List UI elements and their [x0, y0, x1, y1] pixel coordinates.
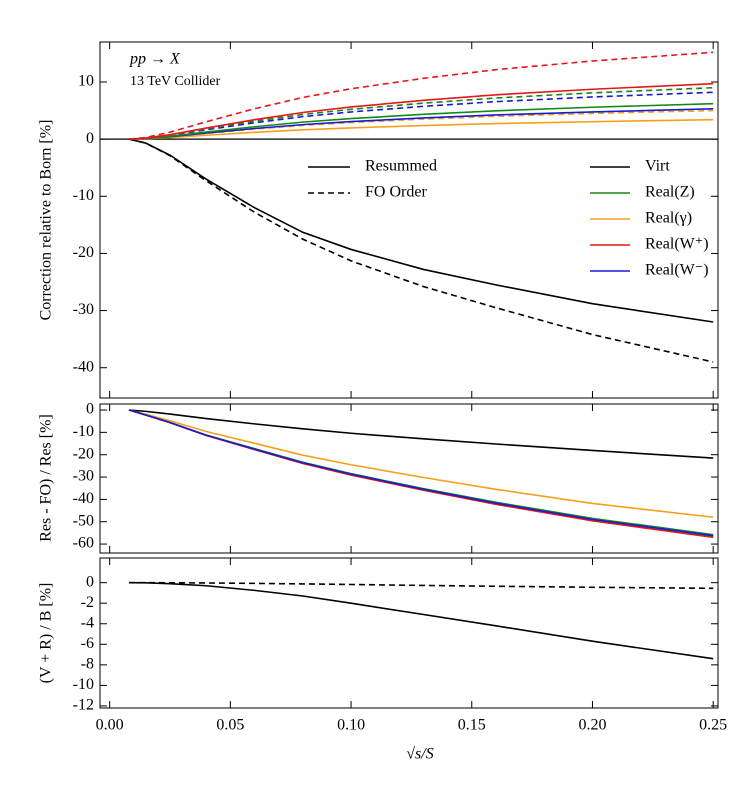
legend-label: Real(W⁺)	[645, 236, 709, 253]
y-tick-label: -6	[81, 635, 94, 652]
annotation: pp → X	[129, 51, 181, 68]
line	[128, 118, 714, 140]
y-tick-label: 0	[86, 401, 94, 418]
y-tick-label: -10	[73, 676, 94, 693]
y-tick-label: -40	[73, 358, 94, 375]
x-tick-label: 0.15	[458, 717, 486, 734]
y-tick-label: -12	[73, 697, 94, 714]
line	[128, 102, 714, 140]
legend-label: Real(W⁻)	[645, 262, 709, 279]
y-tick-label: -10	[73, 423, 94, 440]
y-tick-label: -8	[81, 656, 94, 673]
y-tick-label: -10	[73, 187, 94, 204]
plot-frame	[99, 41, 719, 399]
y-axis-label: Res - FO) / Res [%]	[38, 414, 55, 542]
line	[128, 409, 714, 536]
y-axis-label: (V + R) / B [%]	[38, 583, 55, 684]
y-tick-label: -20	[73, 445, 94, 462]
legend-label: Resummed	[365, 158, 437, 175]
line	[128, 82, 714, 140]
line	[128, 409, 714, 519]
line	[128, 581, 714, 590]
y-tick-label: 10	[78, 73, 94, 90]
legend-label: Real(γ)	[645, 210, 692, 227]
x-tick-label: 0.20	[578, 717, 606, 734]
plot-frame	[99, 557, 719, 709]
line	[128, 581, 714, 660]
y-tick-label: -30	[73, 301, 94, 318]
y-tick-label: -40	[73, 490, 94, 507]
y-tick-label: -50	[73, 512, 94, 529]
x-tick-label: 0.10	[337, 717, 365, 734]
y-tick-label: -20	[73, 244, 94, 261]
y-tick-label: -4	[81, 614, 94, 631]
line	[128, 51, 714, 140]
y-tick-label: 0	[86, 573, 94, 590]
legend-label: Real(Z)	[645, 184, 695, 201]
y-axis-label: Correction relative to Born [%]	[38, 120, 55, 321]
y-tick-label: -30	[73, 468, 94, 485]
y-tick-label: -60	[73, 535, 94, 552]
plot-frame	[99, 403, 719, 554]
x-tick-label: 0.25	[699, 717, 727, 734]
legend-label: FO Order	[365, 184, 427, 201]
x-tick-label: 0.00	[96, 717, 124, 734]
legend-label: Virt	[645, 158, 670, 175]
y-tick-label: -2	[81, 594, 94, 611]
line	[128, 138, 714, 363]
line	[128, 409, 714, 539]
line	[128, 409, 714, 537]
x-tick-label: 0.05	[216, 717, 244, 734]
annotation: 13 TeV Collider	[130, 74, 221, 89]
line	[128, 409, 714, 459]
y-tick-label: 0	[86, 130, 94, 147]
x-axis-label: √s/S	[406, 746, 433, 763]
